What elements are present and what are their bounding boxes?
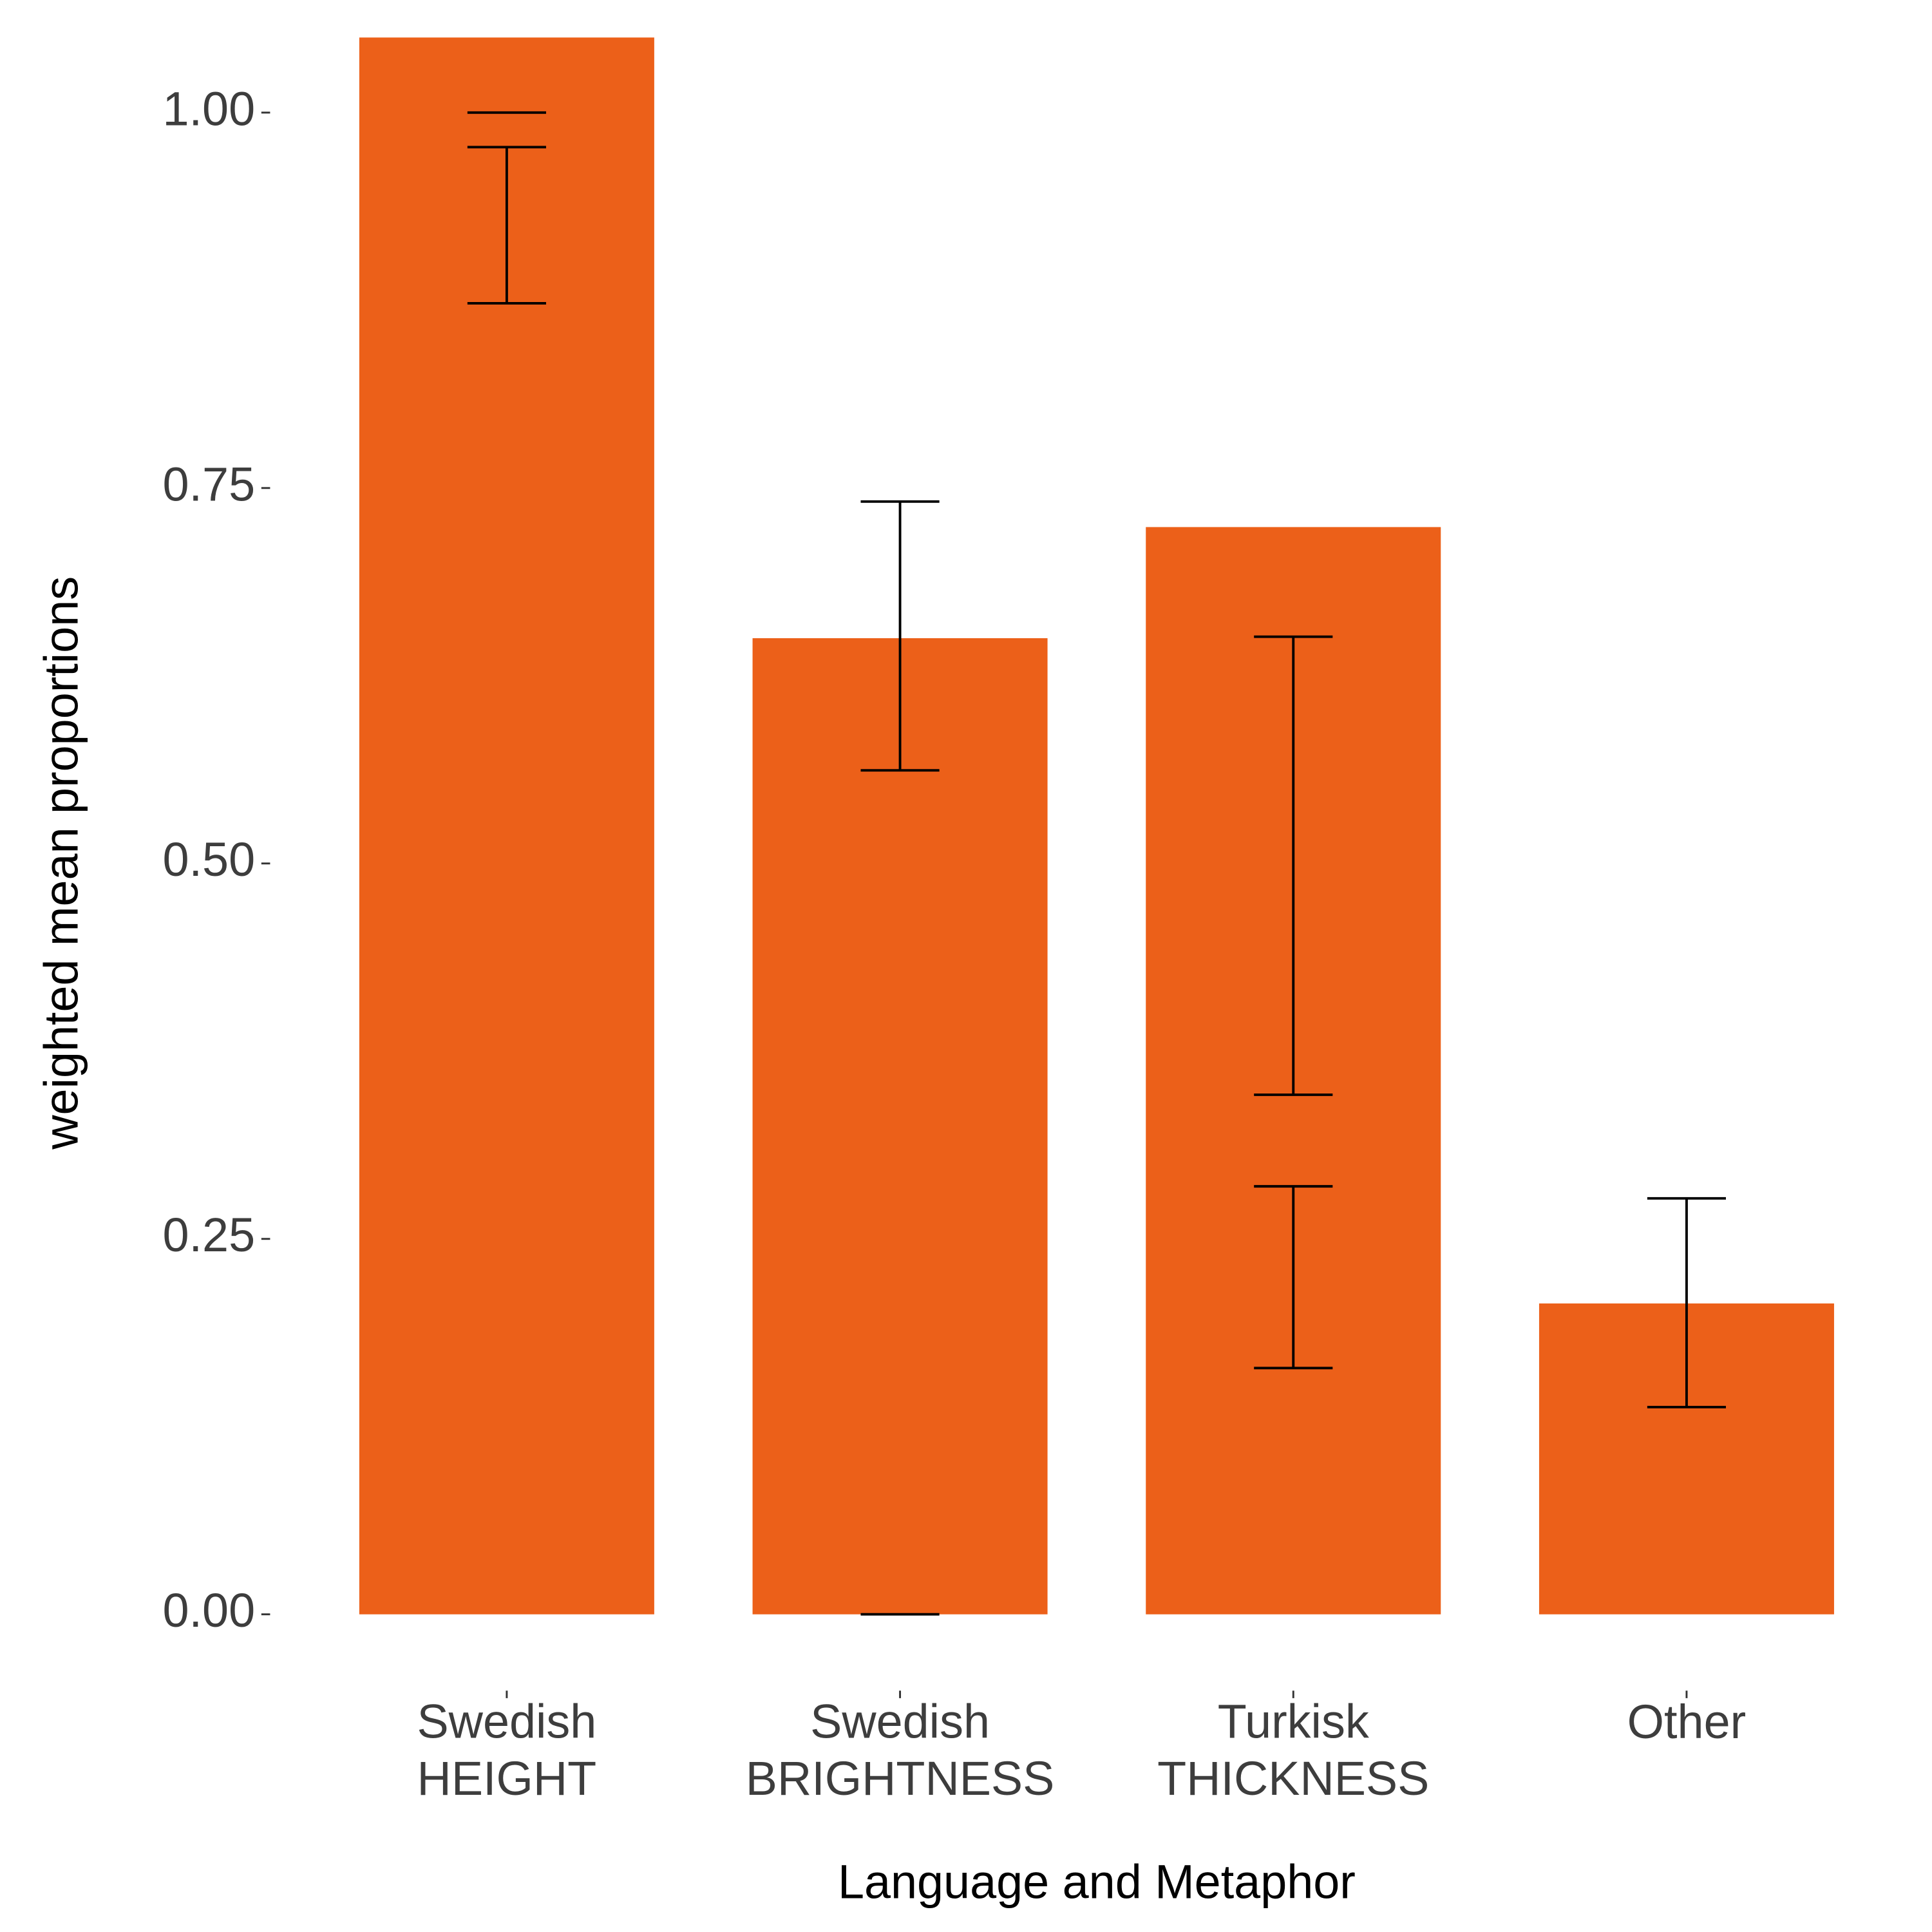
x-tick-label: Other	[1627, 1695, 1747, 1748]
y-axis-title: weighted mean proportions	[34, 576, 88, 1150]
y-tick-label: 0.25	[163, 1208, 256, 1262]
y-tick-label: 0.00	[163, 1584, 256, 1637]
y-tick-label: 0.75	[163, 457, 256, 511]
error-bar	[1254, 635, 1333, 1096]
x-axis-title: Language and Metaphor	[838, 1855, 1356, 1909]
error-bar	[860, 500, 940, 772]
y-tick-label: 1.00	[163, 82, 256, 135]
bar	[752, 638, 1048, 1615]
x-tick-label: Swedish BRIGHTNESS	[746, 1695, 1055, 1806]
y-tick-label: 0.50	[163, 833, 256, 886]
error-bar	[1647, 1197, 1726, 1408]
error-bar	[467, 146, 546, 305]
x-tick-label: Turkisk THICKNESS	[1157, 1695, 1429, 1806]
error-bar	[1254, 1185, 1333, 1370]
x-tick-label: Swedish HEIGHT	[417, 1695, 596, 1806]
